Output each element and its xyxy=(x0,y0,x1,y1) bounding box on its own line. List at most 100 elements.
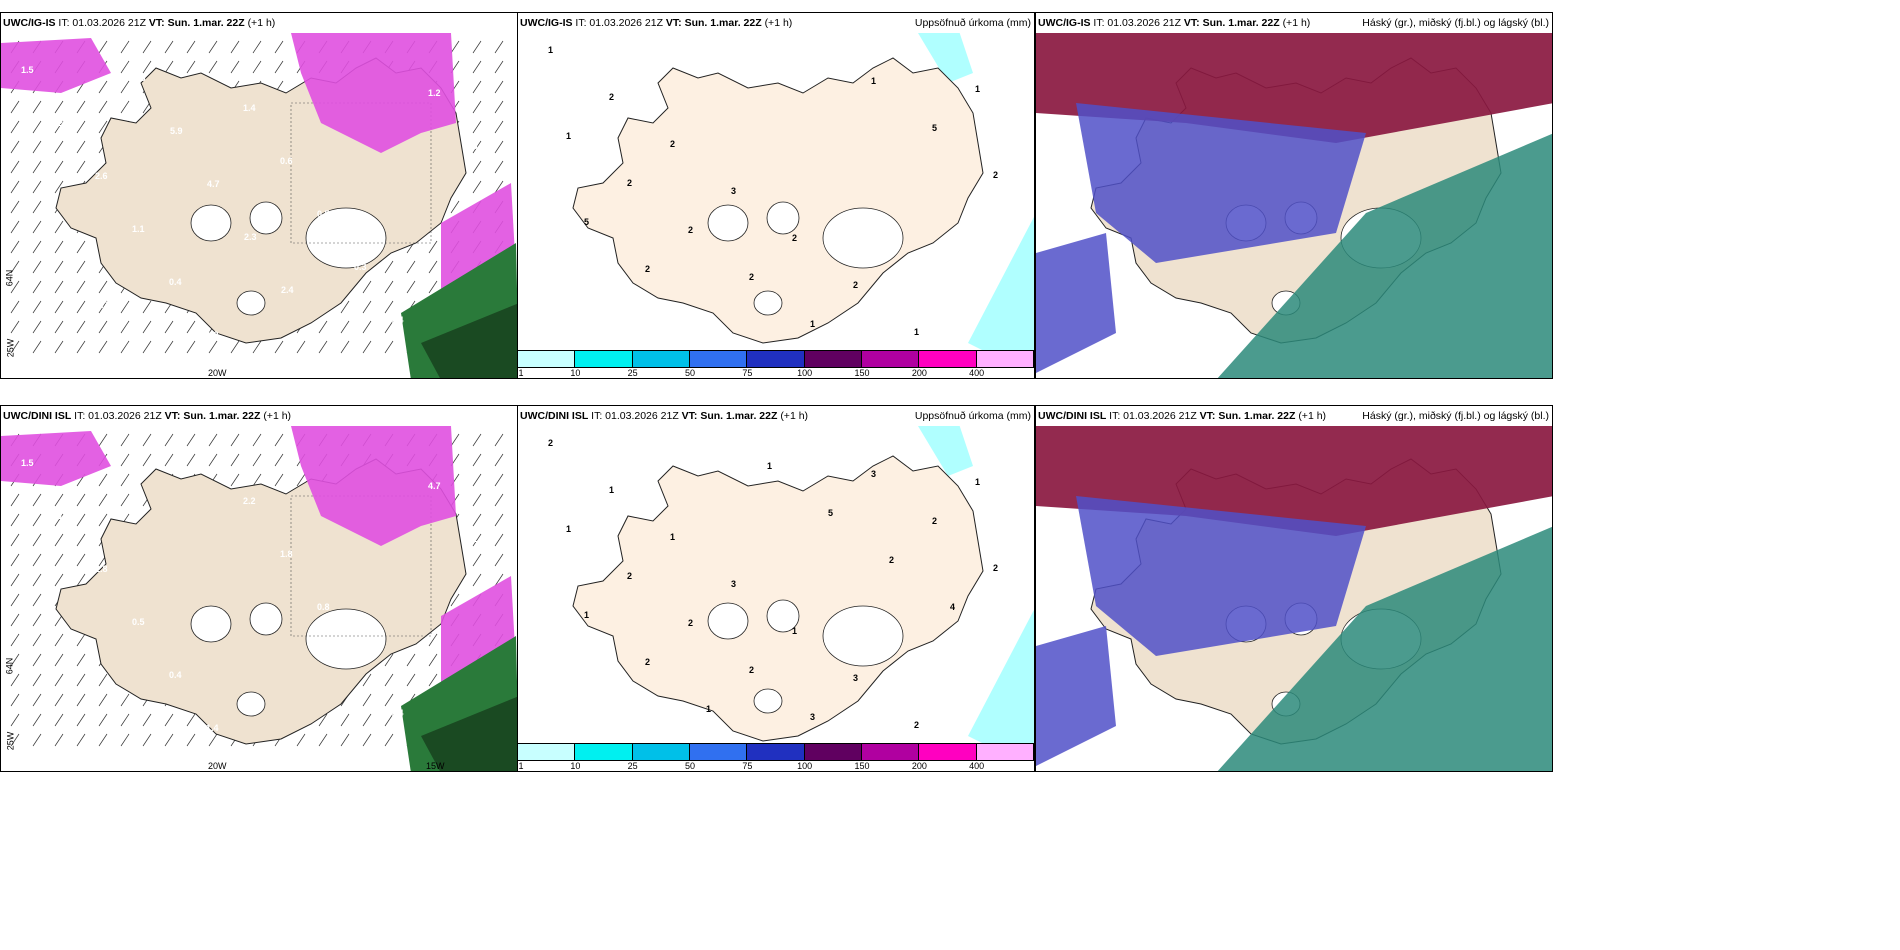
wind-barb xyxy=(98,513,108,527)
wind-barb xyxy=(472,453,482,467)
wind-barb xyxy=(10,493,20,507)
glacier xyxy=(766,599,800,633)
wind-barb xyxy=(10,533,20,547)
wind-barb xyxy=(230,473,240,487)
wind-barb xyxy=(142,453,152,467)
precip-value-label: 5 xyxy=(584,217,589,227)
wind-barb xyxy=(472,160,482,174)
precip-value-label: 2 xyxy=(609,92,614,102)
wind-barb xyxy=(76,513,86,527)
precip-area xyxy=(968,609,1034,746)
wind-barb xyxy=(472,120,482,134)
wind-barb xyxy=(164,340,174,354)
precip-value-label: 5.9 xyxy=(170,126,183,136)
map-canvas: 1 2 2 3 2 2 1 1 1 2 2 2 1 1 5 2 5 2 xyxy=(548,28,1034,353)
wind-barb xyxy=(120,713,130,727)
wind-barb xyxy=(98,713,108,727)
wind-barb xyxy=(54,240,64,254)
precip-value-label: 2 xyxy=(792,233,797,243)
precip-area xyxy=(968,216,1034,353)
wind-barb xyxy=(10,260,20,274)
colorbar-tick: 200 xyxy=(911,761,927,771)
wind-barb xyxy=(274,60,284,74)
wind-barb xyxy=(252,340,262,354)
precip-value-label: 2 xyxy=(993,170,998,180)
glacier xyxy=(707,204,749,242)
iceland-land xyxy=(572,57,984,344)
wind-barb xyxy=(98,673,108,687)
cloud-panel-bottom: UWC/DINI ISL IT: 01.03.2026 21Z VT: Sun.… xyxy=(1035,405,1553,772)
precip-value-label: 3 xyxy=(731,579,736,589)
wind-barb xyxy=(186,320,196,334)
colorbar-tick: 75 xyxy=(742,368,753,378)
wind-barb xyxy=(32,693,42,707)
wind-barb xyxy=(10,613,20,627)
wind-barb xyxy=(208,433,218,447)
snow-area xyxy=(291,33,456,153)
wind-barb xyxy=(10,633,20,647)
precip-value-label: 2 xyxy=(688,618,693,628)
wind-barb xyxy=(76,693,86,707)
wind-barb xyxy=(472,100,482,114)
mid-cloud-area xyxy=(1076,103,1366,263)
wind-barb xyxy=(54,140,64,154)
mid-cloud-area xyxy=(1036,233,1116,373)
wind-barb xyxy=(98,280,108,294)
wind-barb xyxy=(120,300,130,314)
wind-barb xyxy=(164,713,174,727)
wind-barb xyxy=(318,320,328,334)
wind-barb xyxy=(494,180,504,194)
wind-barb xyxy=(318,713,328,727)
precip-value-label: 0.5 xyxy=(317,209,330,219)
wind-barb xyxy=(76,573,86,587)
wind-barb xyxy=(10,180,20,194)
colorbar-tick: 150 xyxy=(854,368,870,378)
precip-value-label: 1 xyxy=(548,45,553,55)
wind-barb xyxy=(142,340,152,354)
wind-barb xyxy=(142,60,152,74)
wind-barb xyxy=(164,40,174,54)
wind-barb xyxy=(76,653,86,667)
wind-barb xyxy=(32,180,42,194)
wind-barb xyxy=(494,120,504,134)
wind-barb xyxy=(164,453,174,467)
lon-label: 20W xyxy=(208,761,227,771)
snow-area xyxy=(1,38,111,93)
precip-value-label: 1 xyxy=(792,626,797,636)
lon-label: 20W xyxy=(208,368,227,378)
wind-barb xyxy=(32,320,42,334)
wind-barb xyxy=(384,280,394,294)
wind-barb xyxy=(252,60,262,74)
wind-barb xyxy=(384,300,394,314)
colorbar-tick: 100 xyxy=(797,368,813,378)
wind-barb xyxy=(120,473,130,487)
wind-barb xyxy=(98,40,108,54)
wind-barb xyxy=(32,120,42,134)
wind-barb xyxy=(32,240,42,254)
wind-barb xyxy=(98,493,108,507)
wind-barb xyxy=(32,613,42,627)
wind-barb xyxy=(362,320,372,334)
colorbar-tick: 10 xyxy=(570,368,581,378)
wind-barb xyxy=(208,453,218,467)
wind-barb xyxy=(54,533,64,547)
wind-barb xyxy=(76,340,86,354)
wind-barb xyxy=(32,260,42,274)
wind-barb xyxy=(54,320,64,334)
wind-barb xyxy=(362,673,372,687)
colorbar-tick: 400 xyxy=(969,761,985,771)
wind-barb xyxy=(54,693,64,707)
panel-title: Háský (gr.), miðský (fj.bl.) og lágský (… xyxy=(1362,17,1549,29)
wind-barb xyxy=(362,340,372,354)
precip-value-label: 0.5 xyxy=(132,617,145,627)
precip-value-label: 2 xyxy=(548,438,553,448)
panel-header: UWC/IG-IS IT: 01.03.2026 21Z VT: Sun. 1.… xyxy=(518,13,1034,33)
wind-barb xyxy=(450,200,460,214)
wind-barb xyxy=(494,553,504,567)
wind-barb xyxy=(362,693,372,707)
precip-value-label: 5 xyxy=(932,123,937,133)
wind-barb xyxy=(76,713,86,727)
glacier xyxy=(305,608,387,670)
wind-barb xyxy=(340,713,350,727)
map-canvas xyxy=(1036,13,1552,378)
